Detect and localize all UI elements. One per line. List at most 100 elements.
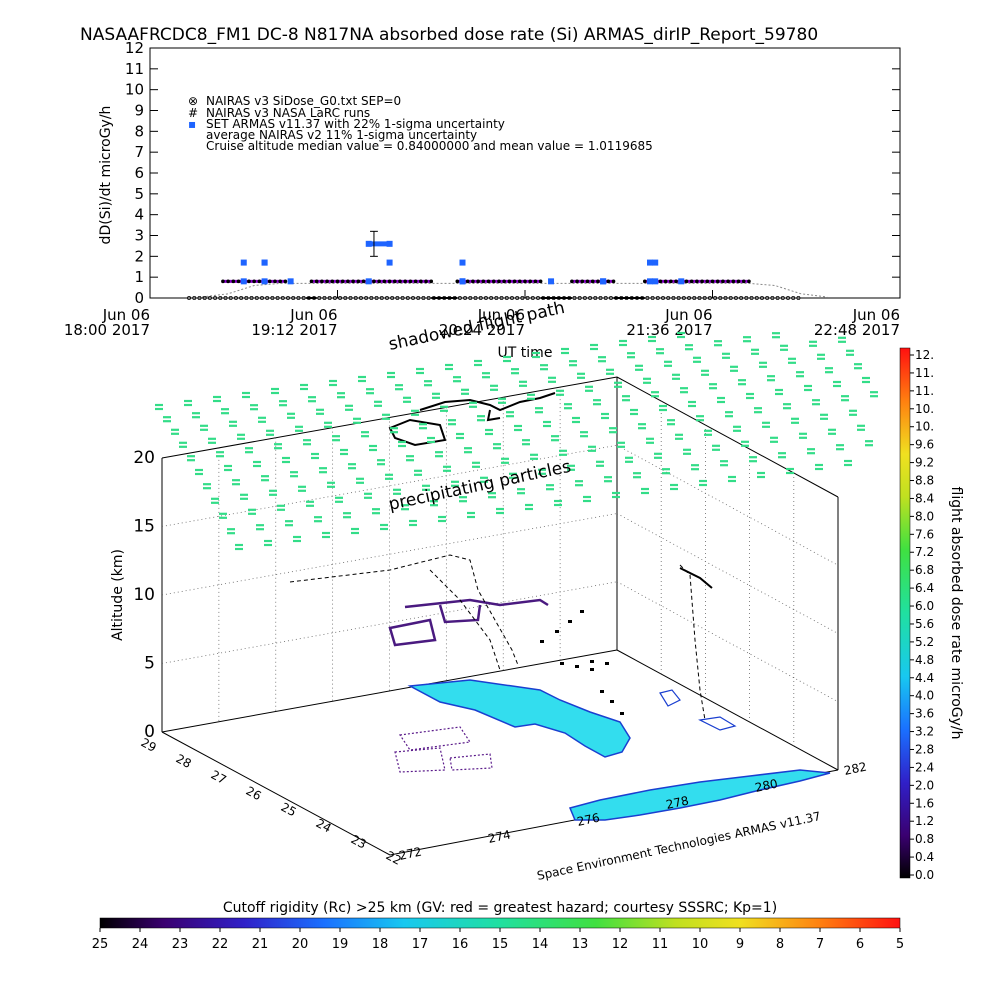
nairas-sidose-point	[286, 296, 290, 300]
nairas-sidose-point	[645, 296, 650, 300]
nairas-cruise-point	[538, 279, 543, 284]
right-colorbar-title: flight absorbed dose rate microGy/h	[948, 487, 964, 740]
right-colorbar-tick-label: 7.6	[915, 527, 934, 541]
right-colorbar-tick-label: 9.6	[915, 438, 934, 452]
top-y-tick-label: 8	[134, 122, 144, 140]
nairas-sidose-point	[197, 296, 202, 300]
nairas-cruise-point	[726, 279, 730, 284]
track-dot	[620, 712, 624, 715]
legend-marker-1: ⊗	[188, 94, 198, 108]
armas-point	[386, 259, 393, 266]
nairas-cruise-point	[387, 279, 392, 284]
nairas-cruise-point	[486, 279, 491, 284]
right-colorbar-tick-label: 8.8	[915, 474, 934, 488]
nairas-cruise-point	[741, 279, 746, 284]
armas-point	[240, 259, 247, 266]
bottom-colorbar-tick-label: 9	[736, 937, 744, 952]
latitude-tick-label: 28	[174, 751, 194, 771]
nairas-cruise-point	[325, 279, 329, 284]
nairas-sidose-point	[494, 296, 499, 300]
right-colorbar-tick-label: 8.4	[915, 491, 934, 505]
track-dot	[600, 690, 604, 693]
top-y-tick-label: 4	[134, 206, 144, 224]
armas-point	[365, 278, 372, 285]
nairas-sidose-point	[796, 296, 801, 300]
nairas-sidose-point	[348, 296, 353, 300]
nairas-sidose-point	[666, 296, 671, 300]
nairas-sidose-point	[478, 296, 483, 300]
top-x-tick-label-time: 22:48 2017	[814, 321, 900, 339]
nairas-sidose-point	[421, 296, 426, 300]
nairas-sidose-point	[536, 296, 540, 300]
nairas-sidose-point	[760, 296, 764, 300]
nairas-cruise-point	[590, 279, 595, 284]
nairas-cruise-point	[330, 279, 335, 284]
nairas-sidose-point	[338, 296, 343, 300]
altitude-tick-label: 0	[144, 722, 155, 742]
nairas-cruise-point	[512, 279, 517, 284]
bottom-colorbar-tick-label: 20	[292, 937, 309, 952]
armas-point	[459, 259, 466, 266]
nairas-sidose-point	[327, 296, 332, 300]
top-x-tick-label-time: 20:24 2017	[439, 321, 525, 339]
right-colorbar-tick-label: 4.8	[915, 653, 934, 667]
bottom-colorbar-tick-label: 13	[572, 937, 589, 952]
latitude-tick-label: 22	[384, 848, 404, 868]
nairas-cruise-point	[377, 279, 381, 284]
nairas-sidose-point	[499, 296, 504, 300]
bottom-colorbar-tick-label: 23	[172, 937, 189, 952]
nairas-sidose-point	[228, 296, 233, 300]
nairas-cruise-point	[471, 279, 475, 284]
nairas-sidose-point	[786, 296, 790, 300]
nairas-cruise-point	[705, 279, 710, 284]
right-colorbar-tick-label: 6.0	[915, 599, 934, 613]
nairas-sidose-point	[369, 296, 374, 300]
nairas-cruise-point	[502, 279, 506, 284]
nairas-sidose-point	[463, 296, 468, 300]
altitude-ticks: 0 5 10 15 20	[133, 448, 155, 742]
armas-point	[261, 278, 268, 285]
nairas-cruise-point	[606, 279, 611, 284]
nairas-cruise-point	[721, 279, 725, 284]
right-colorbar: 12. 11. 11. 10. 10. 9.6 9.2 8.8 8.4 8.0 7.6 7.2 6.8 6…	[899, 347, 964, 882]
nairas-sidose-point	[739, 296, 744, 300]
legend-text-2: NAIRAS v3 NASA LaRC runs	[206, 106, 370, 120]
nairas-sidose-point	[296, 296, 301, 300]
bottom-colorbar-tick-label: 16	[452, 937, 469, 952]
armas-point	[647, 259, 653, 266]
nairas-cruise-point	[715, 279, 720, 284]
nairas-sidose-point	[733, 296, 738, 300]
nairas-sidose-point	[577, 296, 582, 300]
nairas-sidose-point	[687, 296, 692, 300]
bottom-colorbar-tick-label: 14	[532, 937, 549, 952]
nairas-sidose-point	[192, 296, 197, 300]
right-colorbar-tick-label: 2.0	[915, 778, 934, 792]
nairas-sidose-point	[723, 296, 728, 300]
nairas-cruise-point	[580, 279, 585, 284]
armas-point	[600, 278, 607, 285]
nairas-cruise-point	[382, 279, 387, 284]
nairas-cruise-point	[570, 279, 574, 284]
nairas-cruise-point	[309, 279, 314, 284]
nairas-cruise-point	[314, 279, 319, 284]
bottom-colorbar-tick-label: 24	[132, 937, 149, 952]
nairas-cruise-point	[736, 279, 741, 284]
nairas-sidose-point	[280, 296, 285, 300]
nairas-cruise-point	[596, 279, 600, 284]
nairas-cruise-point	[346, 279, 350, 284]
altitude-tick-label: 20	[133, 448, 155, 468]
right-colorbar-tick-label: 6.4	[915, 581, 934, 595]
nairas-sidose-point	[702, 296, 707, 300]
nairas-cruise-point	[476, 279, 480, 284]
nairas-cruise-point	[689, 279, 694, 284]
bottom-colorbar-tick-label: 5	[896, 937, 904, 952]
armas-point	[678, 278, 685, 285]
nairas-cruise-point	[695, 279, 699, 284]
armas-point	[240, 278, 247, 285]
bottom-colorbar-tick-label: 21	[252, 937, 269, 952]
nairas-sidose-point	[572, 296, 577, 300]
cuba-land	[568, 769, 831, 821]
track-dot	[590, 660, 594, 663]
bottom-colorbar-tick-label: 25	[92, 937, 109, 952]
